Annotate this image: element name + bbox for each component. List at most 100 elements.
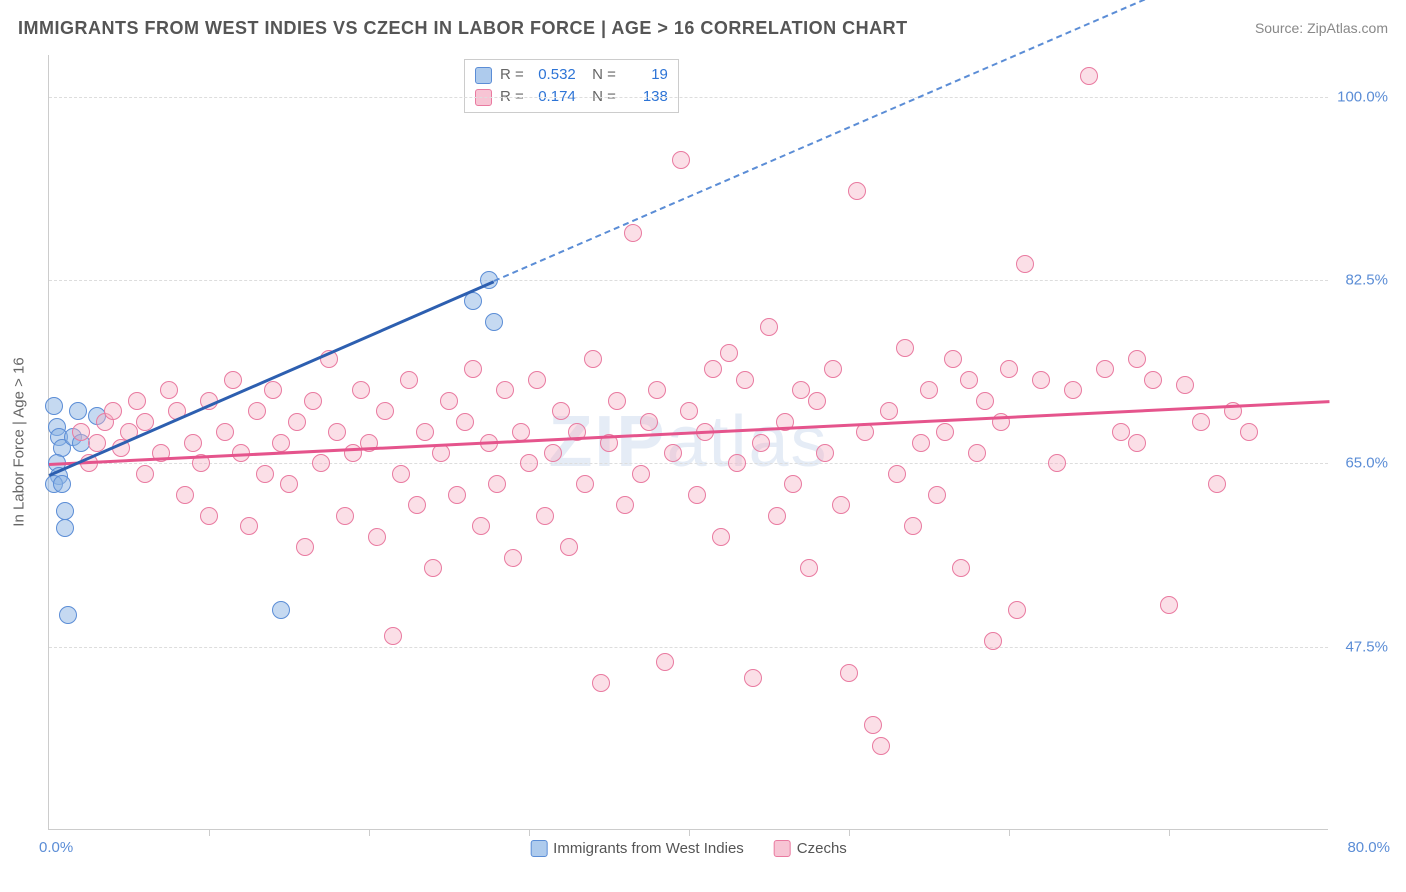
scatter-point	[936, 423, 954, 441]
scatter-point	[584, 350, 602, 368]
scatter-point	[472, 517, 490, 535]
scatter-point	[536, 507, 554, 525]
n-value-1: 19	[624, 64, 668, 86]
scatter-point	[176, 486, 194, 504]
scatter-point	[45, 397, 63, 415]
scatter-point	[69, 402, 87, 420]
legend-label-1: Immigrants from West Indies	[553, 840, 744, 857]
scatter-point	[664, 444, 682, 462]
x-tick	[849, 829, 850, 836]
scatter-point	[344, 444, 362, 462]
scatter-point	[280, 475, 298, 493]
scatter-point	[848, 182, 866, 200]
scatter-point	[464, 292, 482, 310]
x-tick	[209, 829, 210, 836]
x-tick	[1009, 829, 1010, 836]
scatter-point	[544, 444, 562, 462]
scatter-point	[456, 413, 474, 431]
gridline	[49, 647, 1328, 648]
scatter-point	[728, 454, 746, 472]
x-axis-start-label: 0.0%	[39, 839, 73, 856]
scatter-point	[720, 344, 738, 362]
scatter-point	[680, 402, 698, 420]
y-axis-label: In Labor Force | Age > 16	[11, 357, 28, 526]
scatter-point	[440, 392, 458, 410]
scatter-point	[704, 360, 722, 378]
scatter-point	[760, 318, 778, 336]
scatter-point	[485, 313, 503, 331]
r-value-1: 0.532	[532, 64, 576, 86]
scatter-point	[496, 381, 514, 399]
scatter-point	[512, 423, 530, 441]
scatter-point	[888, 465, 906, 483]
legend-item-1: Immigrants from West Indies	[530, 840, 744, 857]
r-label: R =	[500, 64, 524, 86]
scatter-point	[648, 381, 666, 399]
x-tick	[689, 829, 690, 836]
scatter-point	[1128, 350, 1146, 368]
scatter-point	[560, 538, 578, 556]
x-tick	[529, 829, 530, 836]
scatter-point	[296, 538, 314, 556]
scatter-point	[272, 434, 290, 452]
plot-area: ZIPatlas R = 0.532 N = 19 R = 0.174 N = …	[48, 55, 1328, 830]
correlation-stats-box: R = 0.532 N = 19 R = 0.174 N = 138	[464, 59, 679, 113]
scatter-point	[808, 392, 826, 410]
y-tick-label: 47.5%	[1345, 638, 1388, 655]
scatter-point	[504, 549, 522, 567]
scatter-point	[416, 423, 434, 441]
x-axis-end-label: 80.0%	[1347, 839, 1390, 856]
scatter-point	[752, 434, 770, 452]
scatter-point	[104, 402, 122, 420]
scatter-point	[376, 402, 394, 420]
scatter-point	[400, 371, 418, 389]
scatter-point	[408, 496, 426, 514]
scatter-point	[216, 423, 234, 441]
scatter-point	[968, 444, 986, 462]
chart-title: IMMIGRANTS FROM WEST INDIES VS CZECH IN …	[18, 18, 908, 39]
swatch-blue-icon	[530, 840, 547, 857]
scatter-point	[56, 519, 74, 537]
scatter-point	[1016, 255, 1034, 273]
scatter-point	[128, 392, 146, 410]
scatter-point	[960, 371, 978, 389]
scatter-point	[256, 465, 274, 483]
scatter-point	[672, 151, 690, 169]
chart-container: IMMIGRANTS FROM WEST INDIES VS CZECH IN …	[0, 0, 1406, 892]
scatter-point	[816, 444, 834, 462]
scatter-point	[1112, 423, 1130, 441]
x-tick	[1169, 829, 1170, 836]
scatter-point	[136, 413, 154, 431]
swatch-blue-icon	[475, 67, 492, 84]
scatter-point	[952, 559, 970, 577]
scatter-point	[984, 632, 1002, 650]
scatter-point	[352, 381, 370, 399]
n-label: N =	[584, 64, 616, 86]
x-tick	[369, 829, 370, 836]
scatter-point	[928, 486, 946, 504]
scatter-point	[1048, 454, 1066, 472]
scatter-point	[248, 402, 266, 420]
scatter-point	[896, 339, 914, 357]
scatter-point	[912, 434, 930, 452]
scatter-point	[1144, 371, 1162, 389]
scatter-point	[552, 402, 570, 420]
scatter-point	[1208, 475, 1226, 493]
swatch-pink-icon	[774, 840, 791, 857]
legend-bottom: Immigrants from West Indies Czechs	[530, 840, 847, 857]
scatter-point	[616, 496, 634, 514]
scatter-point	[840, 664, 858, 682]
scatter-point	[288, 413, 306, 431]
scatter-point	[392, 465, 410, 483]
scatter-point	[384, 627, 402, 645]
scatter-point	[944, 350, 962, 368]
scatter-point	[880, 402, 898, 420]
scatter-point	[608, 392, 626, 410]
scatter-point	[832, 496, 850, 514]
scatter-point	[640, 413, 658, 431]
scatter-point	[53, 475, 71, 493]
y-tick-label: 82.5%	[1345, 272, 1388, 289]
scatter-point	[464, 360, 482, 378]
scatter-point	[1008, 601, 1026, 619]
scatter-point	[488, 475, 506, 493]
